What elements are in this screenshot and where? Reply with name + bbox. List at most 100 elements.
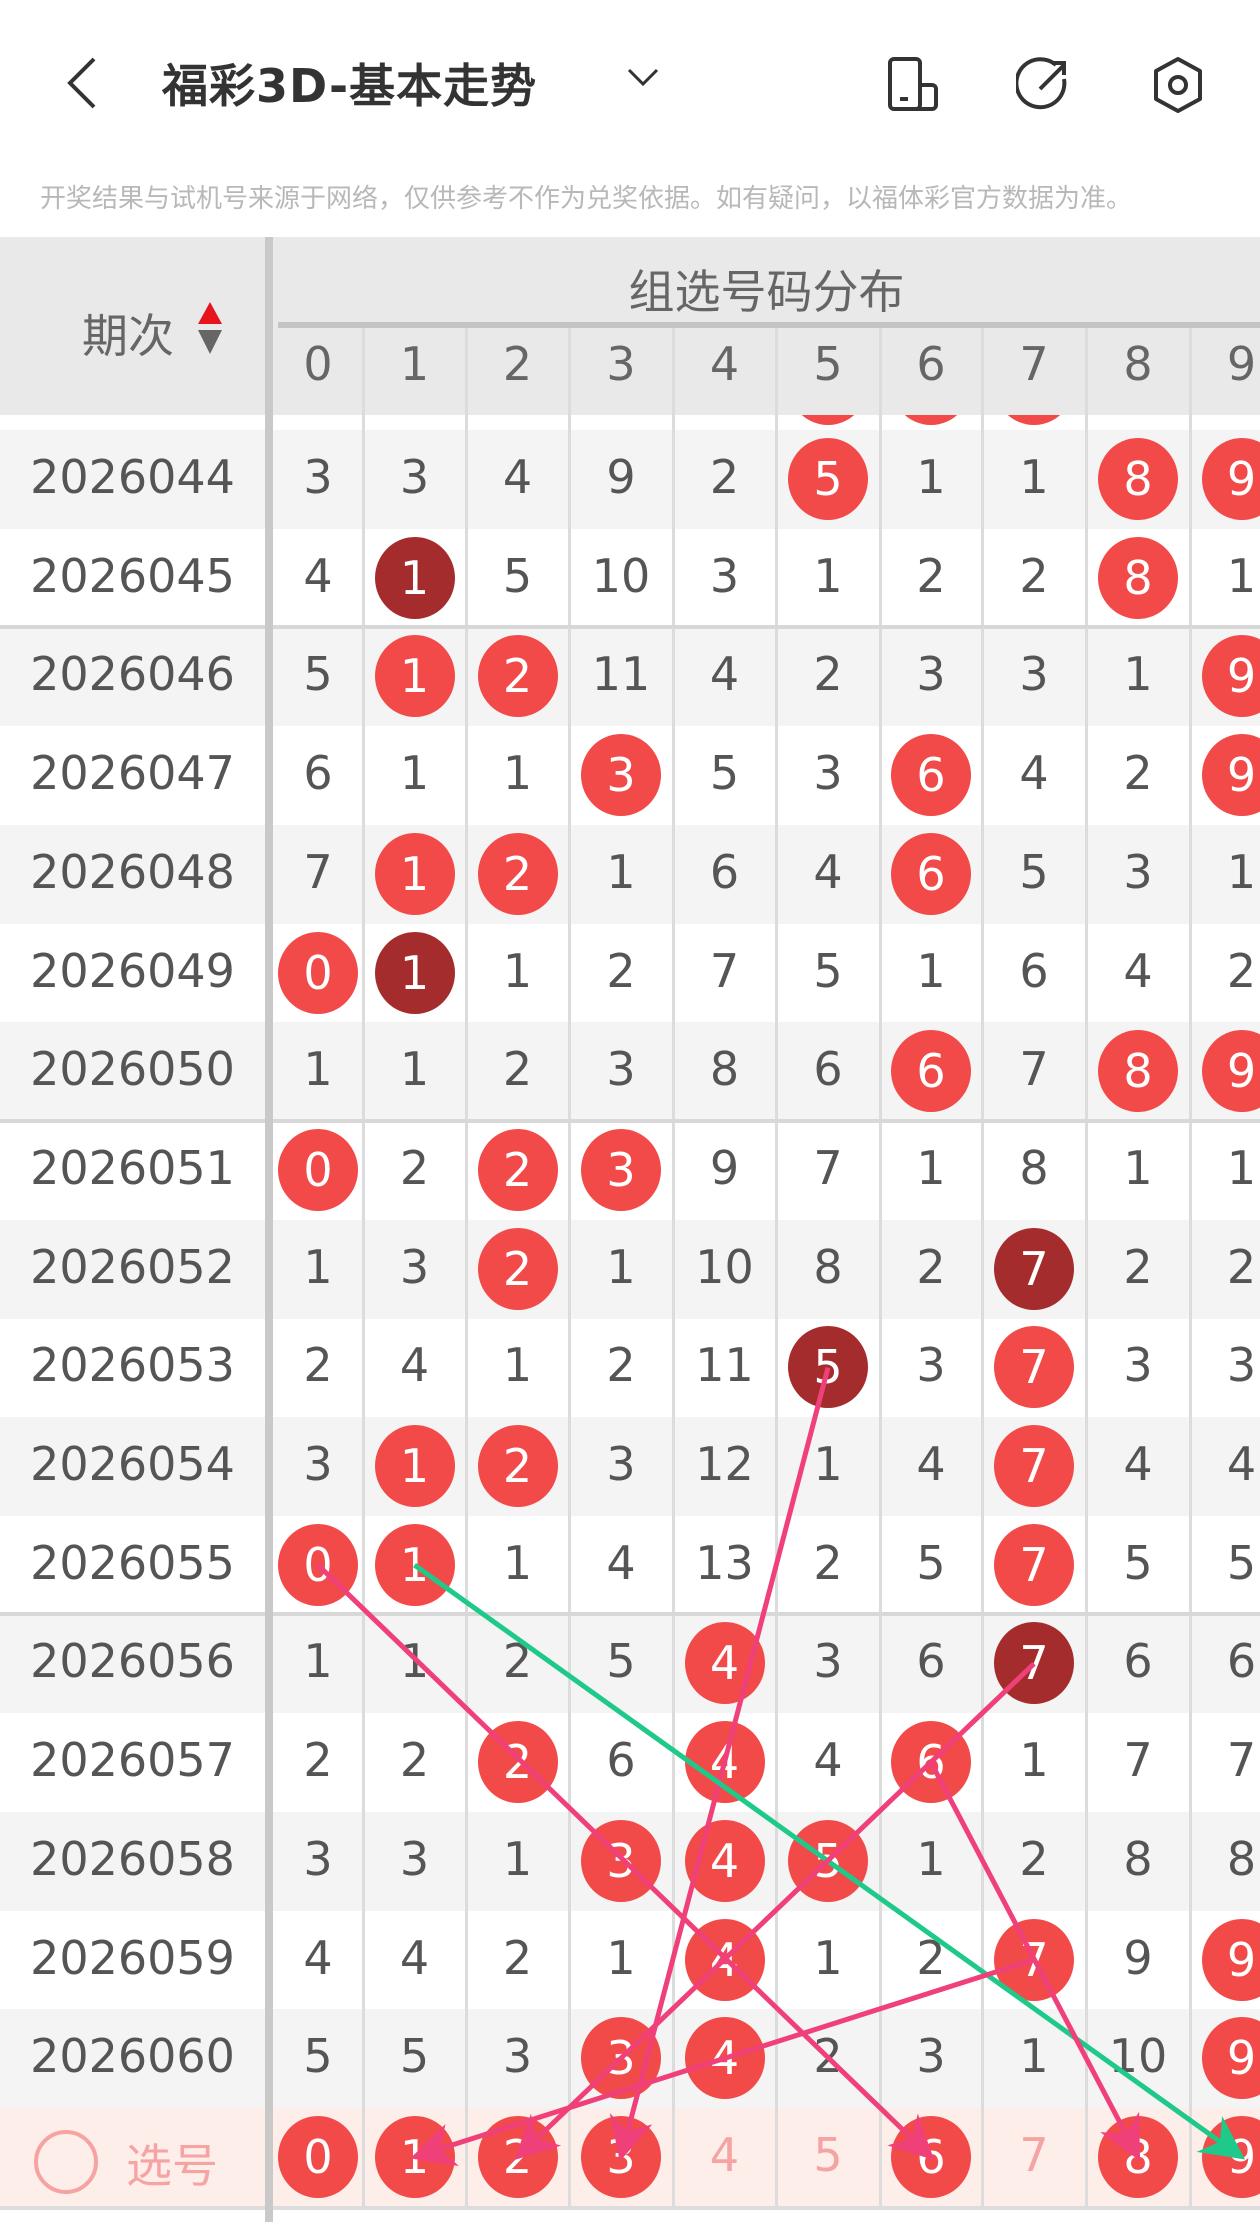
hit-ball: 6 bbox=[891, 1721, 971, 1804]
omission-cell: 9 bbox=[709, 1140, 740, 1195]
page-title[interactable]: 福彩3D-基本走势 bbox=[162, 59, 538, 113]
select-radio[interactable] bbox=[34, 2130, 98, 2194]
table-row[interactable]: 2026057 2 2 2 6 4 4 6 1 7 7 bbox=[0, 1713, 1260, 1812]
table-row[interactable]: 2026046 5 1 2 11 4 2 3 3 1 9 bbox=[0, 627, 1260, 727]
omission-cell: 3 bbox=[502, 2029, 533, 2084]
back-icon[interactable] bbox=[58, 55, 108, 111]
period-cell: 2026050 bbox=[30, 1042, 235, 1097]
hit-ball: 4 bbox=[684, 1721, 765, 1804]
omission-cell: 1 bbox=[399, 746, 430, 801]
select-digit-4[interactable]: 4 bbox=[709, 2128, 740, 2182]
omission-cell: 3 bbox=[303, 1831, 333, 1886]
column-separator bbox=[265, 237, 273, 2222]
omission-cell: 5 bbox=[916, 1535, 946, 1590]
partial-row bbox=[0, 415, 1260, 430]
omission-cell: 10 bbox=[1108, 2029, 1168, 2084]
table-row[interactable]: 2026060 5 5 3 3 4 2 3 1 10 9 bbox=[0, 2009, 1260, 2109]
omission-cell: 1 bbox=[502, 943, 533, 998]
omission-cell: 6 bbox=[606, 1733, 636, 1788]
omission-cell: 6 bbox=[1226, 1634, 1257, 1689]
omission-cell: 5 bbox=[1226, 1535, 1257, 1590]
select-digit-7[interactable]: 7 bbox=[1019, 2128, 1049, 2182]
omission-cell: 3 bbox=[399, 450, 430, 504]
omission-cell: 1 bbox=[1123, 647, 1153, 702]
omission-cell: 8 bbox=[709, 1042, 740, 1097]
ball-fragment bbox=[788, 415, 868, 425]
sort-icon[interactable] bbox=[197, 300, 223, 356]
omission-cell: 2 bbox=[1226, 1239, 1257, 1294]
hit-ball: 5 bbox=[788, 1819, 868, 1902]
omission-cell: 1 bbox=[1019, 1733, 1049, 1788]
column-line bbox=[1085, 328, 1088, 2208]
omission-cell: 6 bbox=[303, 746, 333, 801]
table-row[interactable]: 2026055 0 1 1 4 13 2 5 7 5 5 bbox=[0, 1516, 1260, 1615]
select-ball-1[interactable]: 1 bbox=[374, 2116, 455, 2198]
omission-cell: 4 bbox=[1123, 943, 1153, 998]
table-row[interactable]: 2026049 0 1 1 2 7 5 1 6 4 2 bbox=[0, 924, 1260, 1023]
period-cell: 2026060 bbox=[30, 2029, 235, 2084]
omission-cell: 4 bbox=[606, 1535, 636, 1590]
hit-ball: 7 bbox=[994, 1622, 1074, 1705]
hit-ball: 0 bbox=[278, 931, 358, 1014]
select-ball-3[interactable]: 3 bbox=[581, 2116, 661, 2198]
omission-cell: 1 bbox=[502, 1338, 533, 1393]
group-distribution-header: 组选号码分布 bbox=[628, 265, 905, 319]
hit-ball: 4 bbox=[684, 1918, 765, 2001]
omission-cell: 4 bbox=[303, 548, 333, 603]
select-ball-0[interactable]: 0 bbox=[278, 2116, 358, 2198]
settings-icon[interactable] bbox=[1150, 55, 1206, 115]
omission-cell: 1 bbox=[1019, 450, 1049, 504]
select-digit-5[interactable]: 5 bbox=[813, 2128, 843, 2182]
period-cell: 2026059 bbox=[30, 1930, 235, 1985]
table-row[interactable]: 2026052 1 3 2 1 10 8 2 7 2 2 bbox=[0, 1219, 1260, 1319]
select-ball-2[interactable]: 2 bbox=[477, 2116, 558, 2198]
omission-cell: 3 bbox=[1226, 1338, 1257, 1393]
hit-ball: 4 bbox=[684, 1622, 765, 1705]
omission-cell: 4 bbox=[916, 1437, 946, 1491]
table-row[interactable]: 2026047 6 1 1 3 5 3 6 4 2 9 bbox=[0, 726, 1260, 825]
hit-ball: 9 bbox=[1201, 1030, 1260, 1113]
table-row[interactable]: 2026054 3 1 2 3 12 1 4 7 4 4 bbox=[0, 1417, 1260, 1516]
omission-cell: 7 bbox=[1226, 1733, 1257, 1788]
table-row[interactable]: 2026044 3 3 4 9 2 5 1 1 8 9 bbox=[0, 430, 1260, 529]
table-row[interactable]: 2026056 1 1 2 5 4 3 6 7 6 6 bbox=[0, 1614, 1260, 1714]
column-line bbox=[465, 328, 468, 2208]
table-row[interactable]: 2026053 2 4 1 2 11 5 3 7 3 3 bbox=[0, 1318, 1260, 1417]
hit-ball: 5 bbox=[788, 1326, 868, 1409]
hit-ball: 0 bbox=[278, 1523, 358, 1606]
table-row[interactable]: 2026045 4 1 5 10 3 1 2 2 8 1 bbox=[0, 529, 1260, 628]
omission-cell: 3 bbox=[813, 1634, 843, 1689]
omission-cell: 2 bbox=[1019, 1831, 1049, 1886]
hit-ball: 8 bbox=[1098, 438, 1178, 520]
period-header[interactable]: 期次 bbox=[82, 309, 174, 363]
select-ball-6[interactable]: 6 bbox=[891, 2116, 971, 2198]
hit-ball: 7 bbox=[994, 1918, 1074, 2001]
table-row[interactable]: 2026051 0 2 2 3 9 7 1 8 1 1 bbox=[0, 1121, 1260, 1220]
device-icon[interactable] bbox=[886, 55, 942, 115]
share-icon[interactable] bbox=[1016, 55, 1072, 115]
hit-ball: 2 bbox=[477, 832, 558, 915]
digit-header-9: 9 bbox=[1226, 337, 1257, 391]
group-divider bbox=[0, 1118, 1260, 1123]
table-row[interactable]: 2026058 3 3 1 3 4 5 1 2 8 8 bbox=[0, 1811, 1260, 1911]
omission-cell: 13 bbox=[695, 1535, 754, 1590]
omission-cell: 2 bbox=[709, 450, 740, 504]
digit-header-5: 5 bbox=[813, 337, 843, 391]
omission-cell: 1 bbox=[606, 844, 636, 899]
omission-cell: 5 bbox=[606, 1634, 636, 1689]
chevron-down-icon[interactable] bbox=[626, 66, 660, 90]
table-row[interactable]: 2026048 7 1 2 1 6 4 6 5 3 1 bbox=[0, 824, 1260, 924]
select-label[interactable]: 选号 bbox=[126, 2139, 218, 2193]
hit-ball: 1 bbox=[374, 1523, 455, 1606]
omission-cell: 1 bbox=[813, 1437, 843, 1491]
digit-header-6: 6 bbox=[916, 337, 946, 391]
table-row[interactable]: 2026059 4 4 2 1 4 1 2 7 9 9 bbox=[0, 1911, 1260, 2010]
disclaimer-text: 开奖结果与试机号来源于网络，仅供参考不作为兑奖依据。如有疑问，以福体彩官方数据为… bbox=[40, 184, 1133, 214]
omission-cell: 2 bbox=[1123, 1239, 1153, 1294]
hit-ball: 1 bbox=[374, 832, 455, 915]
select-ball-8[interactable]: 8 bbox=[1098, 2116, 1178, 2198]
column-line bbox=[672, 328, 675, 2208]
omission-cell: 2 bbox=[606, 943, 636, 998]
omission-cell: 5 bbox=[813, 943, 843, 998]
table-row[interactable]: 2026050 1 1 2 3 8 6 6 7 8 9 bbox=[0, 1022, 1260, 1122]
